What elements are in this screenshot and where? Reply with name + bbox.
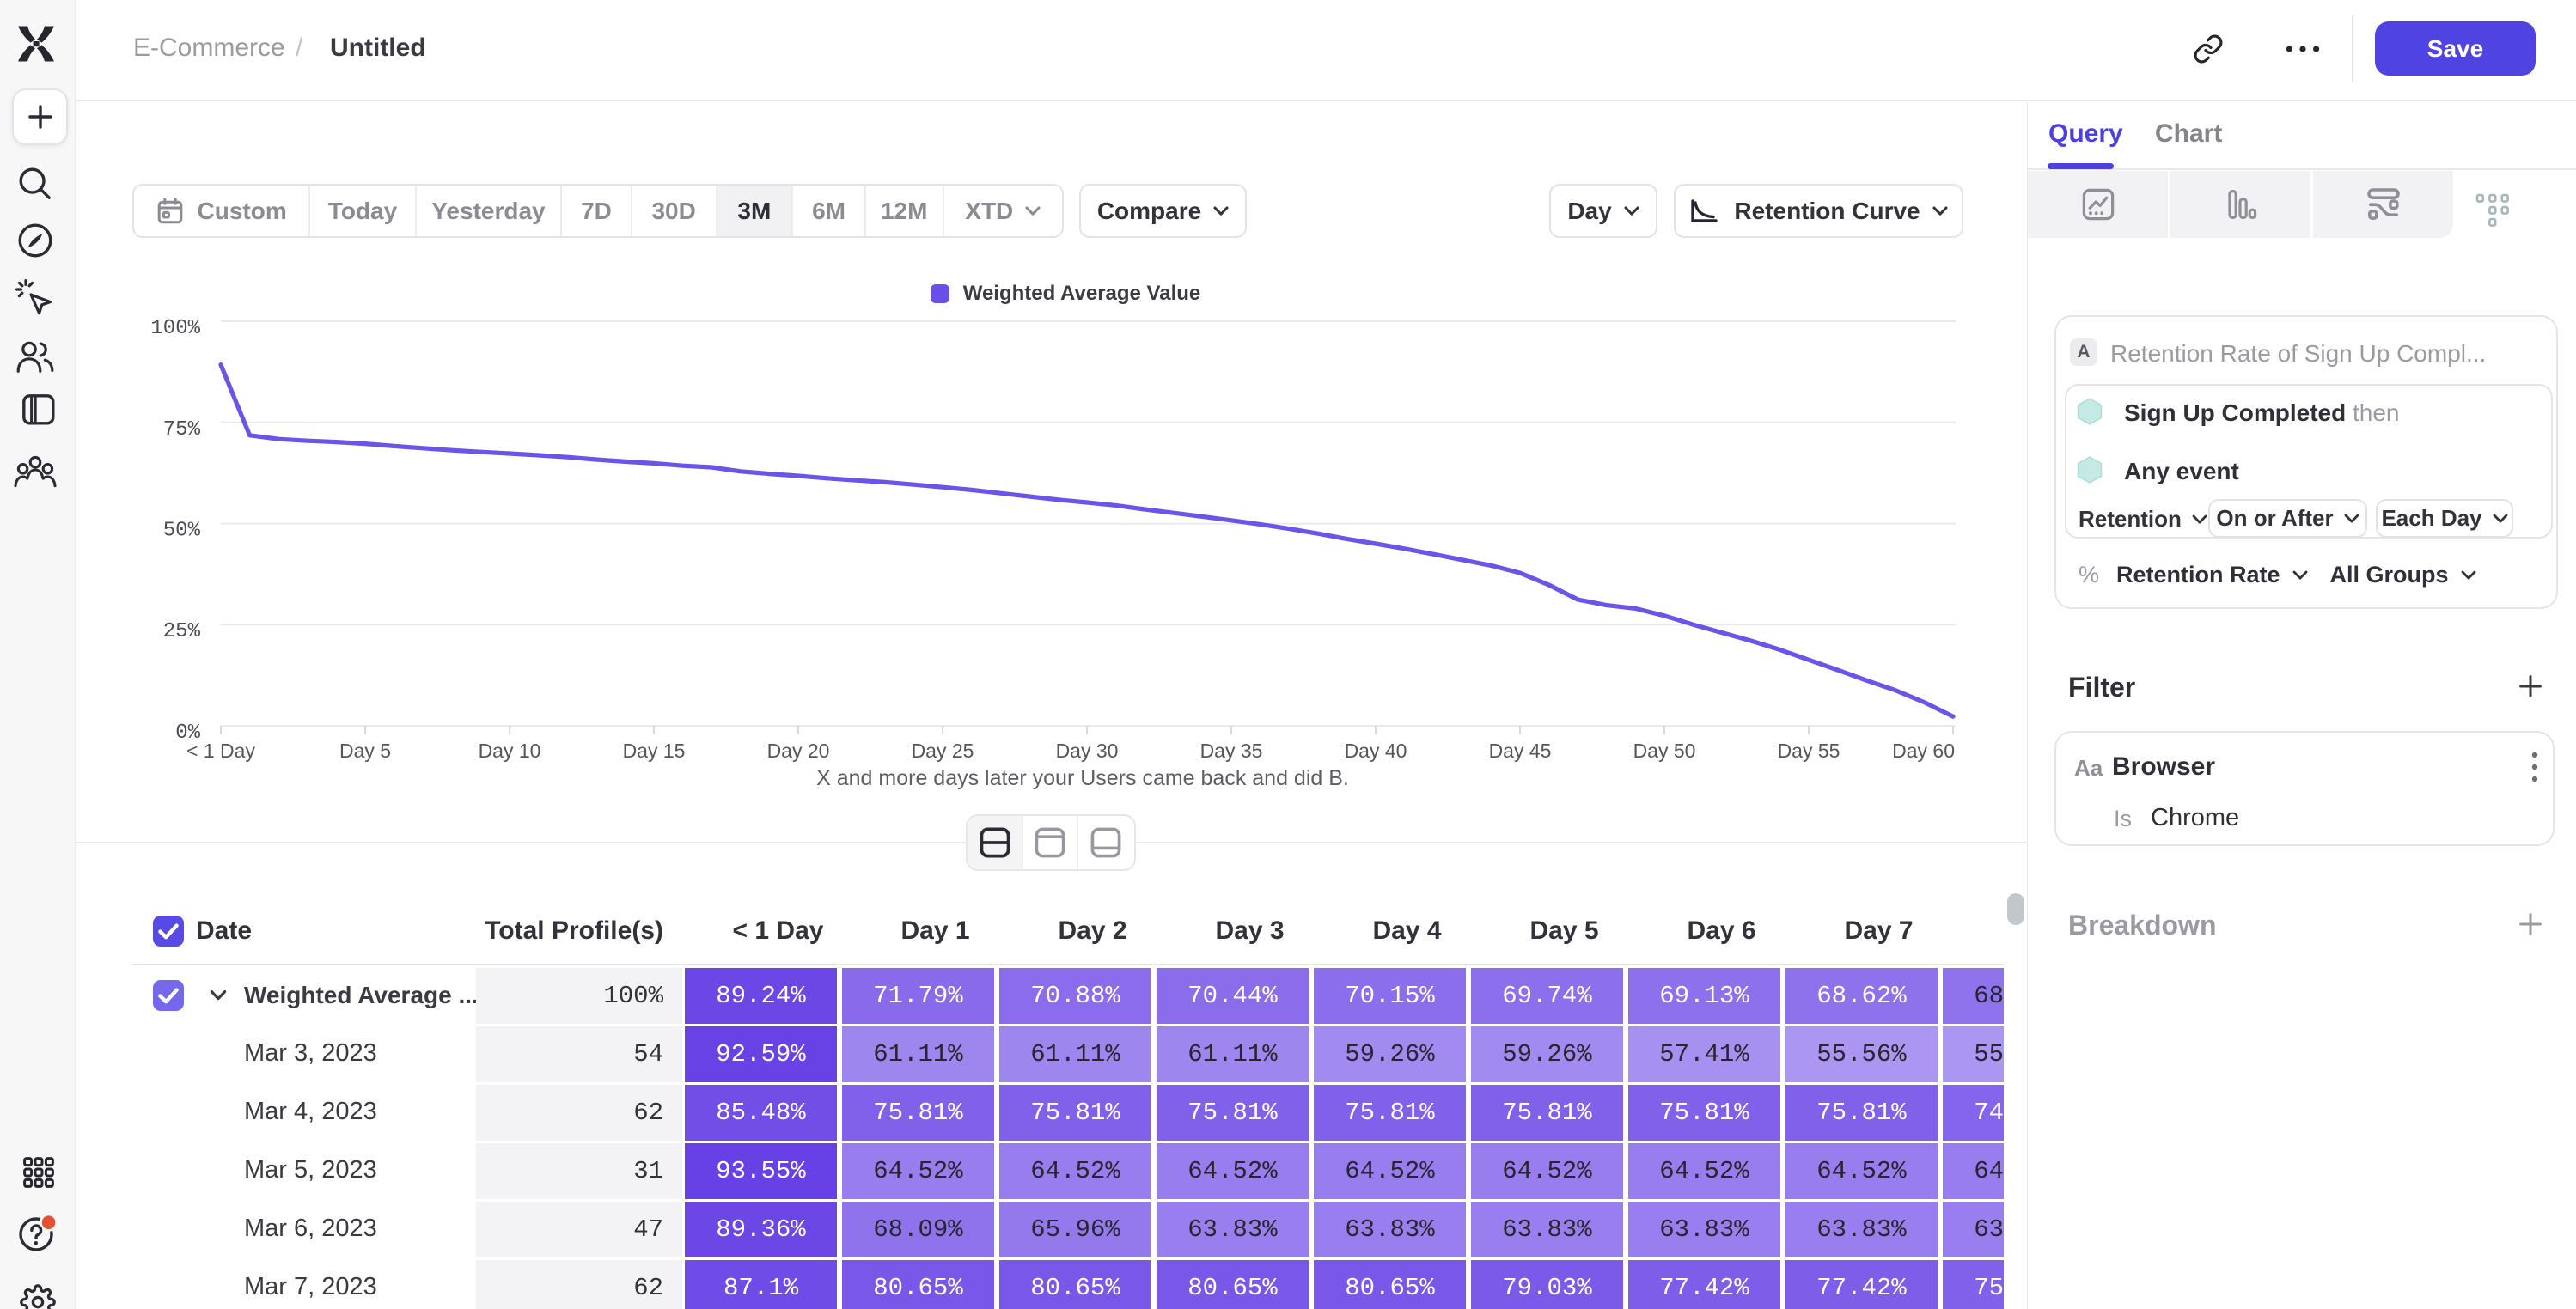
svg-text:Day 55: Day 55 (1778, 740, 1840, 762)
svg-text:Day 25: Day 25 (912, 740, 974, 762)
svg-text:Day 35: Day 35 (1200, 740, 1263, 762)
svg-text:Day 60: Day 60 (1892, 740, 1955, 762)
svg-text:0%: 0% (175, 721, 200, 745)
svg-text:Day 50: Day 50 (1633, 740, 1696, 762)
svg-text:Day 10: Day 10 (479, 740, 541, 762)
svg-text:75%: 75% (163, 418, 201, 441)
svg-text:100%: 100% (150, 317, 200, 340)
svg-text:25%: 25% (163, 620, 201, 643)
svg-text:Day 40: Day 40 (1345, 740, 1407, 762)
svg-text:< 1 Day: < 1 Day (186, 740, 255, 762)
svg-text:Day 45: Day 45 (1489, 740, 1552, 762)
svg-text:Day 30: Day 30 (1056, 740, 1119, 762)
svg-text:50%: 50% (163, 520, 201, 543)
svg-text:Day 5: Day 5 (339, 740, 391, 762)
svg-text:Day 15: Day 15 (623, 740, 686, 762)
svg-text:Day 20: Day 20 (767, 740, 830, 762)
